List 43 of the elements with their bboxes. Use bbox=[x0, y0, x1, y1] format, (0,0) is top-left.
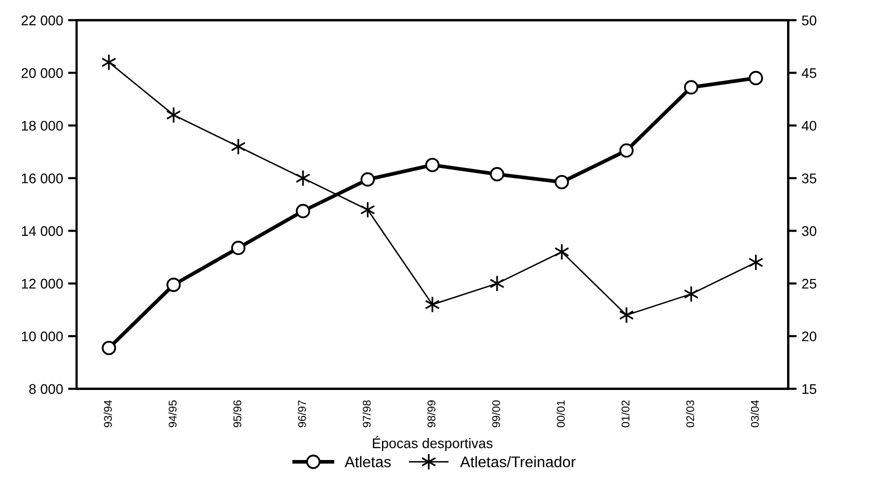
y-tick-label: 16 000 bbox=[22, 173, 63, 184]
x-tick-label: 03/04 bbox=[750, 400, 759, 428]
x-tick-label: 98/99 bbox=[427, 400, 436, 428]
point bbox=[684, 80, 698, 94]
y-tick-label: 10 000 bbox=[22, 331, 63, 342]
x-tick-label: 00/01 bbox=[556, 400, 565, 428]
x-tick-label: 02/03 bbox=[686, 400, 694, 428]
point bbox=[231, 240, 246, 256]
point bbox=[296, 170, 310, 187]
x-tick-label: 99/00 bbox=[492, 400, 500, 428]
point bbox=[619, 143, 634, 158]
x-tick-label: 97/98 bbox=[362, 400, 371, 428]
y2-tick-label: 45 bbox=[802, 68, 816, 78]
point bbox=[490, 167, 504, 182]
y-tick-label: 14 000 bbox=[22, 226, 63, 236]
x-tick-label: 01/02 bbox=[621, 400, 630, 428]
x-tick-label: 96/97 bbox=[298, 400, 306, 428]
x-tick-label: 94/95 bbox=[168, 400, 177, 428]
y2-tick-label: 20 bbox=[802, 331, 816, 342]
point bbox=[425, 158, 440, 172]
legend-label: Atletas bbox=[344, 456, 391, 468]
y2-tick-label: 30 bbox=[802, 226, 816, 236]
point bbox=[748, 70, 764, 86]
y-tick-label: 20 000 bbox=[22, 68, 63, 78]
point bbox=[360, 172, 375, 187]
point bbox=[296, 204, 310, 218]
y-tick-label: 22 000 bbox=[22, 15, 63, 26]
point bbox=[166, 278, 181, 292]
legend-label: Atletas/Treinador bbox=[460, 456, 576, 468]
x-axis-title: Épocas desportivas bbox=[372, 436, 492, 451]
y2-tick-label: 50 bbox=[802, 15, 816, 26]
y-tick-label: 12 000 bbox=[22, 278, 63, 289]
x-tick-label: 95/96 bbox=[233, 400, 242, 428]
y2-tick-label: 25 bbox=[802, 278, 816, 289]
y-tick-label: 8 000 bbox=[29, 384, 63, 394]
x-tick-label: 93/94 bbox=[104, 400, 112, 428]
point bbox=[619, 306, 634, 324]
y-tick-label: 18 000 bbox=[22, 120, 63, 131]
y2-tick-label: 40 bbox=[802, 120, 816, 131]
point bbox=[102, 340, 116, 356]
y2-tick-label: 15 bbox=[802, 384, 816, 394]
point bbox=[554, 174, 569, 190]
y2-tick-label: 35 bbox=[802, 173, 816, 184]
